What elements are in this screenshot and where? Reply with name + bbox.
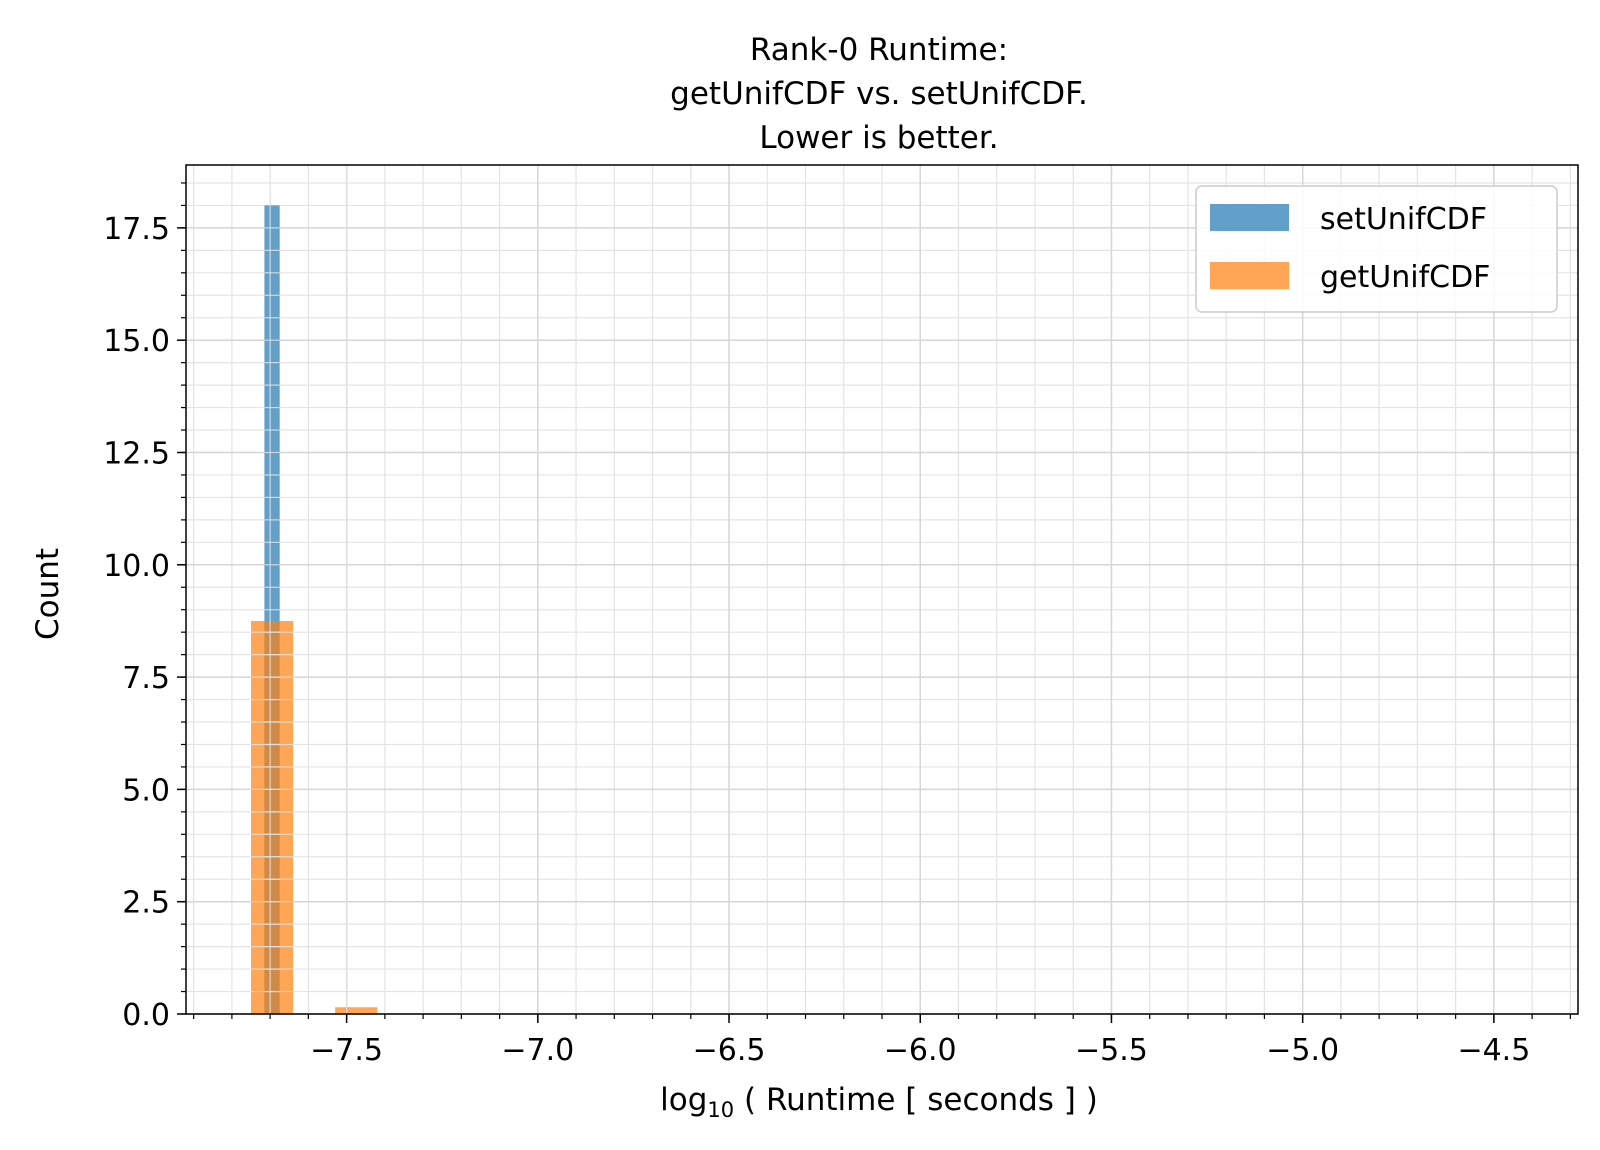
chart-title-line-3: Lower is better. xyxy=(759,120,998,156)
legend-swatch-getunifcdf xyxy=(1210,262,1289,289)
legend: setUnifCDF getUnifCDF xyxy=(1195,185,1558,313)
y-tick-label: 2.5 xyxy=(122,886,170,921)
histogram-bar-getunifcdf xyxy=(251,620,294,1014)
x-axis-ticks: −7.5 −7.0 −6.5 −6.0 −5.5 −5.0 −4.5 xyxy=(193,1014,1571,1068)
legend-label-setunifcdf: setUnifCDF xyxy=(1320,202,1487,237)
chart-title-line-1: Rank-0 Runtime: xyxy=(750,32,1008,68)
y-tick-label: 0.0 xyxy=(122,998,170,1033)
y-tick-label: 17.5 xyxy=(103,212,170,247)
y-axis-label: Count xyxy=(30,548,66,640)
y-axis-ticks: 0.0 2.5 5.0 7.5 10.0 12.5 15.0 17.5 xyxy=(103,182,186,1033)
y-tick-label: 5.0 xyxy=(122,773,170,808)
x-tick-label: −7.5 xyxy=(310,1033,383,1068)
x-tick-label: −6.0 xyxy=(884,1033,957,1068)
x-tick-label: −5.0 xyxy=(1266,1033,1339,1068)
y-tick-label: 7.5 xyxy=(122,661,170,696)
histogram-bar-getunifcdf xyxy=(335,1007,378,1014)
x-tick-label: −4.5 xyxy=(1457,1033,1530,1068)
y-tick-label: 12.5 xyxy=(103,436,170,471)
x-tick-label: −5.5 xyxy=(1075,1033,1148,1068)
x-tick-label: −7.0 xyxy=(501,1033,574,1068)
y-tick-label: 15.0 xyxy=(103,324,170,359)
grid-overlay xyxy=(251,165,378,1015)
legend-label-getunifcdf: getUnifCDF xyxy=(1320,260,1490,295)
chart-title-line-2: getUnifCDF vs. setUnifCDF. xyxy=(670,76,1088,112)
x-tick-label: −6.5 xyxy=(693,1033,766,1068)
x-axis-label: log10 ( Runtime [ seconds ] ) xyxy=(660,1082,1098,1122)
legend-swatch-setunifcdf xyxy=(1210,204,1289,231)
y-tick-label: 10.0 xyxy=(103,549,170,584)
